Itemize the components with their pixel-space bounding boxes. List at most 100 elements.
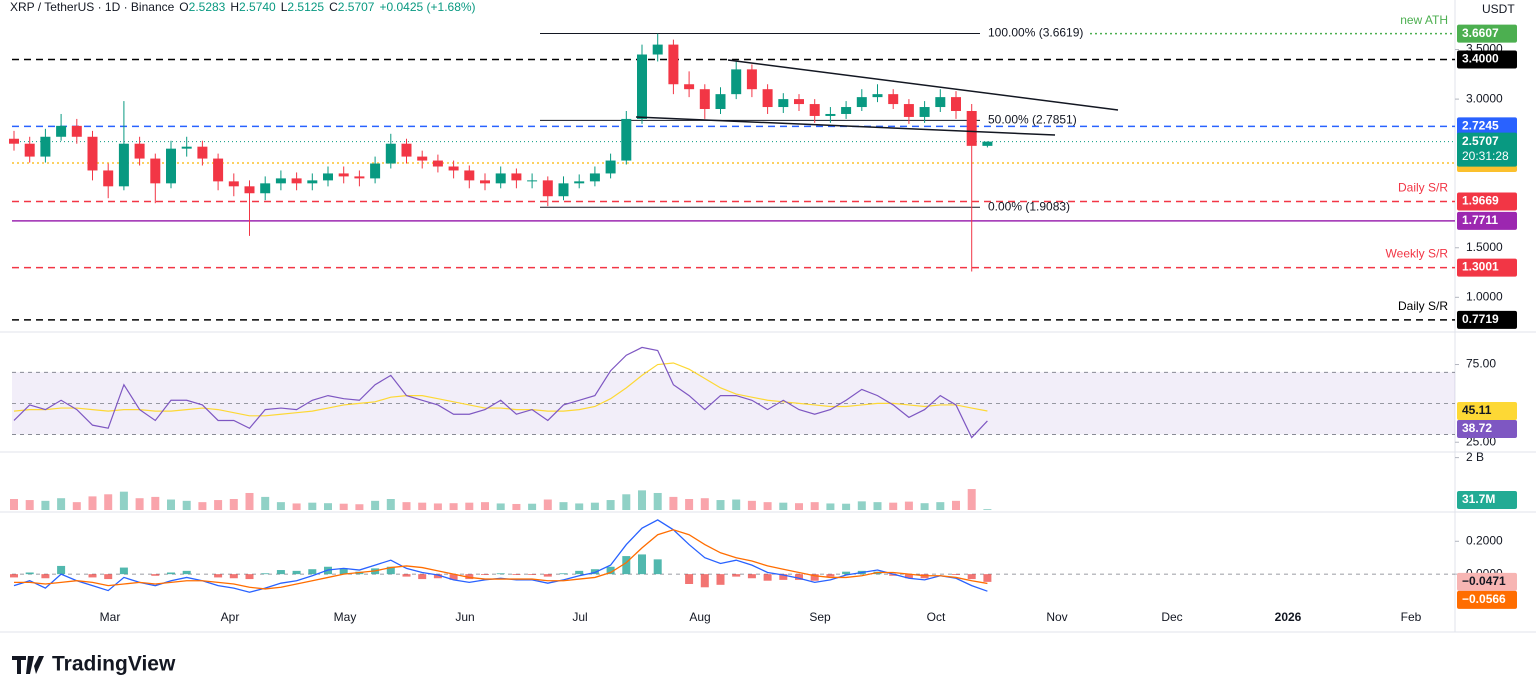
candle-body bbox=[275, 178, 286, 184]
volume-bar bbox=[732, 499, 741, 510]
candle-body bbox=[762, 89, 773, 108]
candle-body bbox=[668, 44, 679, 85]
candle-body bbox=[338, 173, 349, 177]
macd-histogram bbox=[700, 574, 709, 588]
x-tick-label: Feb bbox=[1401, 610, 1422, 624]
candle-body bbox=[197, 146, 208, 159]
volume-bar bbox=[496, 503, 505, 510]
macd-histogram bbox=[795, 574, 803, 580]
candle-body bbox=[87, 136, 98, 171]
price-label-box bbox=[1457, 572, 1517, 591]
macd-histogram bbox=[967, 574, 976, 580]
macd-histogram bbox=[418, 574, 427, 580]
price-label: −0.0566 bbox=[1462, 592, 1506, 606]
macd-histogram bbox=[481, 574, 489, 575]
volume-bar bbox=[795, 503, 803, 510]
macd-histogram bbox=[245, 574, 254, 580]
volume-bar bbox=[842, 503, 851, 510]
ohlc-value: 2.5125 bbox=[287, 0, 324, 14]
volume-bar bbox=[669, 496, 678, 510]
candle-body bbox=[464, 170, 475, 181]
price-label-box bbox=[1457, 419, 1517, 438]
pane-borders bbox=[0, 0, 1536, 633]
macd-histogram bbox=[261, 573, 270, 575]
price-label-box bbox=[1457, 310, 1517, 329]
macd-histogram bbox=[512, 574, 521, 575]
macd-histogram bbox=[41, 574, 50, 579]
candle-body bbox=[417, 156, 428, 161]
candle-body bbox=[134, 143, 145, 159]
candle-body bbox=[605, 160, 616, 174]
candle-body bbox=[903, 104, 914, 117]
macd-histogram bbox=[229, 574, 238, 579]
price-label-box bbox=[1457, 132, 1517, 167]
candle-body bbox=[574, 181, 585, 184]
x-tick-label: 2026 bbox=[1275, 610, 1302, 624]
volume-bar bbox=[716, 500, 725, 510]
macd-histogram bbox=[339, 568, 348, 575]
volume-bar bbox=[700, 498, 709, 510]
candle-body bbox=[166, 148, 176, 184]
price-label: 38.72 bbox=[1462, 421, 1492, 435]
volume-bar bbox=[198, 502, 207, 510]
volume-bar bbox=[543, 499, 552, 510]
macd-histogram bbox=[606, 566, 615, 575]
volume-bar bbox=[575, 503, 584, 510]
candle-body bbox=[150, 158, 161, 184]
price-label-box bbox=[1457, 117, 1517, 136]
macd-histogram bbox=[889, 574, 898, 576]
macd-histogram bbox=[119, 567, 128, 575]
macd-histogram bbox=[465, 574, 474, 580]
volume-bar bbox=[904, 501, 913, 510]
candle-body bbox=[794, 99, 804, 105]
x-tick-label: Jun bbox=[455, 610, 474, 624]
price-label: 1.7711 bbox=[1462, 213, 1498, 227]
ohlc-key: L bbox=[281, 0, 288, 14]
volume-bar bbox=[857, 501, 866, 510]
volume-bar bbox=[418, 502, 427, 510]
candle-body bbox=[260, 183, 271, 194]
logo-icon bbox=[12, 656, 44, 674]
candle-body bbox=[589, 173, 600, 182]
candle-body bbox=[699, 89, 710, 110]
candle-body bbox=[825, 113, 836, 116]
candle-body bbox=[684, 84, 695, 90]
ohlc-value: 2.5283 bbox=[189, 0, 226, 14]
macd-histogram bbox=[685, 574, 694, 584]
macd-histogram bbox=[214, 574, 223, 578]
candle-body bbox=[495, 173, 506, 184]
fib-label: 100.00% (3.6619) bbox=[988, 26, 1083, 40]
wedge-lower bbox=[635, 116, 1056, 136]
macd-histogram bbox=[88, 574, 97, 578]
x-tick-label: Oct bbox=[927, 610, 946, 624]
candle-body bbox=[872, 94, 883, 98]
fib-label: 50.00% (2.7851) bbox=[988, 113, 1077, 127]
price-label: 2.5707 bbox=[1462, 134, 1499, 148]
candle-body bbox=[307, 180, 318, 184]
candle-body bbox=[731, 69, 742, 95]
volume-bar bbox=[276, 502, 285, 510]
volume-bar bbox=[324, 503, 332, 510]
volume-bar bbox=[182, 500, 191, 510]
candle-body bbox=[527, 180, 538, 182]
volume-bar bbox=[983, 509, 992, 510]
volume-bar bbox=[512, 503, 521, 510]
candle-body bbox=[558, 183, 569, 197]
volume-bar bbox=[229, 499, 238, 510]
ohlc-key: O bbox=[179, 0, 188, 14]
volume-bar bbox=[88, 496, 97, 510]
volume-bar bbox=[826, 503, 835, 510]
price-label: 3.4000 bbox=[1462, 52, 1499, 66]
candle-body bbox=[181, 146, 192, 149]
volume-bar bbox=[889, 502, 898, 510]
macd-histogram bbox=[308, 569, 317, 575]
price-label-box bbox=[1457, 192, 1517, 211]
macd-histogram bbox=[528, 574, 537, 575]
rsi-line bbox=[13, 362, 988, 417]
macd-histogram bbox=[747, 574, 756, 579]
volume-bar bbox=[433, 503, 442, 510]
trend-lines bbox=[635, 59, 1119, 136]
price-label: 0.7719 bbox=[1462, 312, 1499, 326]
